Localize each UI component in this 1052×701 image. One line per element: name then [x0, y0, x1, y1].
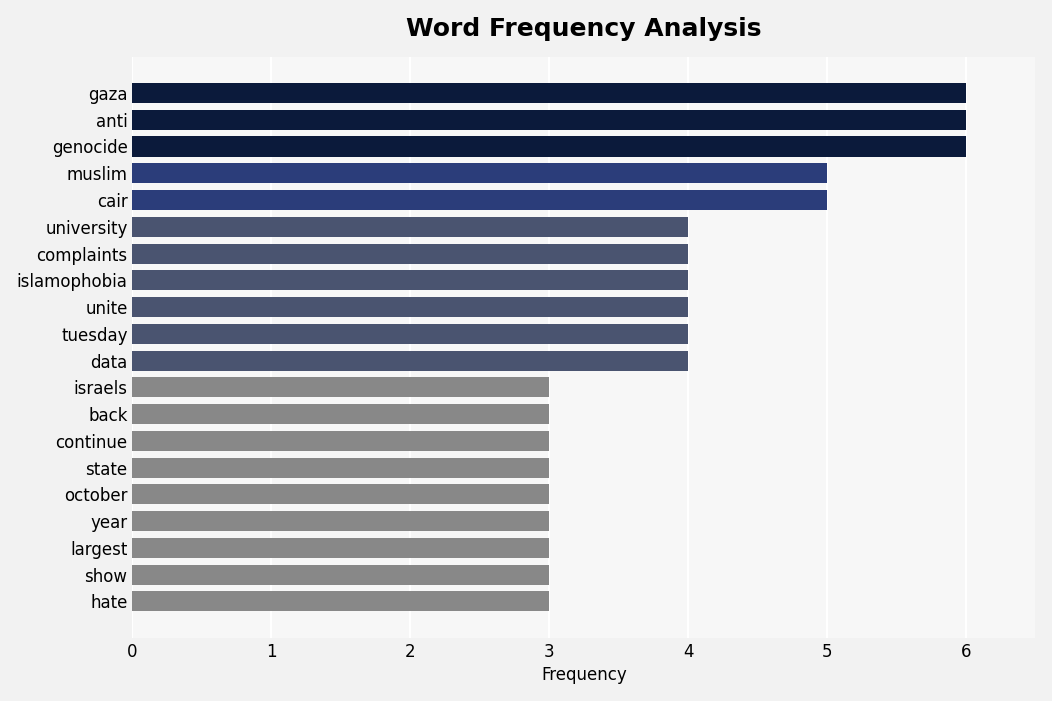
Bar [133, 324, 688, 344]
Bar [133, 137, 966, 156]
Bar [133, 350, 688, 371]
Bar [133, 592, 549, 611]
Bar [133, 83, 966, 103]
Bar [133, 109, 966, 130]
Bar [133, 190, 827, 210]
Bar [133, 484, 549, 505]
Bar [133, 404, 549, 424]
Bar [133, 564, 549, 585]
Bar [133, 511, 549, 531]
Bar [133, 217, 688, 237]
Bar [133, 297, 688, 317]
Bar [133, 431, 549, 451]
X-axis label: Frequency: Frequency [541, 667, 627, 684]
Bar [133, 377, 549, 397]
Bar [133, 163, 827, 183]
Bar [133, 243, 688, 264]
Title: Word Frequency Analysis: Word Frequency Analysis [406, 17, 762, 41]
Bar [133, 538, 549, 558]
Bar [133, 271, 688, 290]
Bar [133, 458, 549, 477]
